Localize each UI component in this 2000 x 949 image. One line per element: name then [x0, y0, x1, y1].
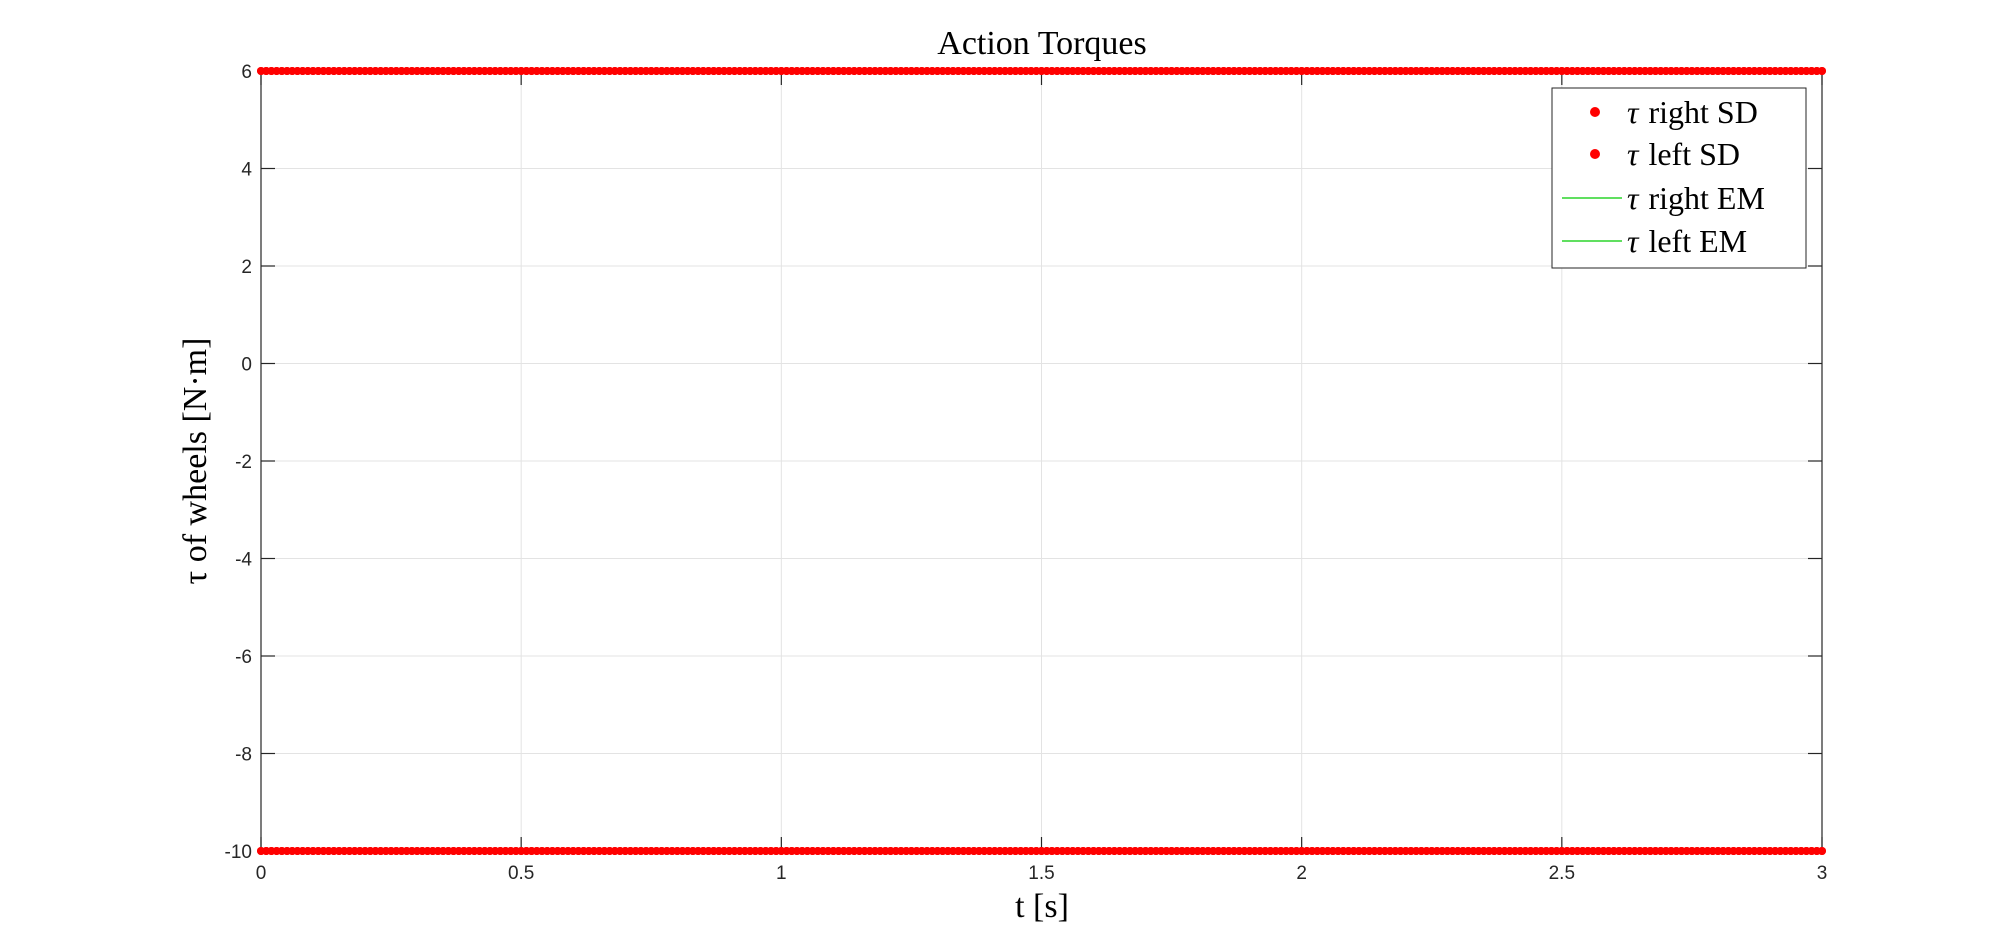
data-point [1818, 847, 1826, 855]
y-tick-label: -2 [235, 452, 252, 473]
data-point [1818, 67, 1826, 75]
legend-label: τ left SD [1627, 136, 1740, 172]
legend-label: τ right SD [1627, 94, 1758, 130]
y-axis-label: τ of wheels [N·m] [177, 338, 214, 585]
legend-label: τ right EM [1627, 180, 1765, 216]
x-tick-label: 2.5 [1549, 863, 1575, 884]
legend-box [1551, 87, 1807, 269]
series-left-sd [257, 67, 1826, 855]
x-tick-label: 1.5 [1028, 863, 1054, 884]
x-tick-label: 3 [1817, 863, 1828, 884]
x-tick-label: 1 [776, 863, 787, 884]
y-tick-label: -6 [235, 647, 252, 668]
y-tick-label: -8 [235, 745, 252, 766]
legend-marker [1590, 149, 1600, 159]
legend-entry: τ right SD [1590, 94, 1758, 130]
y-tick-label: 2 [241, 257, 252, 278]
data-series [257, 67, 1826, 855]
legend-entry: τ left SD [1590, 136, 1740, 172]
legend: τ right SD τ left SD τ right EM τ left EM [1551, 87, 1807, 269]
y-tick-label: -4 [235, 550, 252, 571]
y-tick-label: 6 [241, 62, 252, 83]
y-tick-label: 4 [241, 160, 252, 181]
legend-entry: τ right EM [1562, 180, 1765, 216]
y-tick-label: 0 [241, 355, 252, 376]
x-tick-labels: 0 0.5 1 1.5 2 2.5 3 [256, 863, 1828, 884]
x-tick-label: 0.5 [508, 863, 534, 884]
legend-marker [1590, 107, 1600, 117]
legend-label: τ left EM [1627, 223, 1747, 259]
legend-items: τ right SD τ left SD τ right EM τ left EM [1562, 94, 1765, 259]
y-tick-label: -10 [225, 842, 252, 863]
x-tick-label: 2 [1296, 863, 1307, 884]
x-axis-label: t [s] [1015, 888, 1069, 925]
y-tick-labels: -10 -8 -6 -4 -2 0 2 4 6 [225, 62, 253, 863]
chart-title: Action Torques [937, 25, 1146, 62]
x-tick-label: 0 [256, 863, 267, 884]
legend-entry: τ left EM [1562, 223, 1747, 259]
